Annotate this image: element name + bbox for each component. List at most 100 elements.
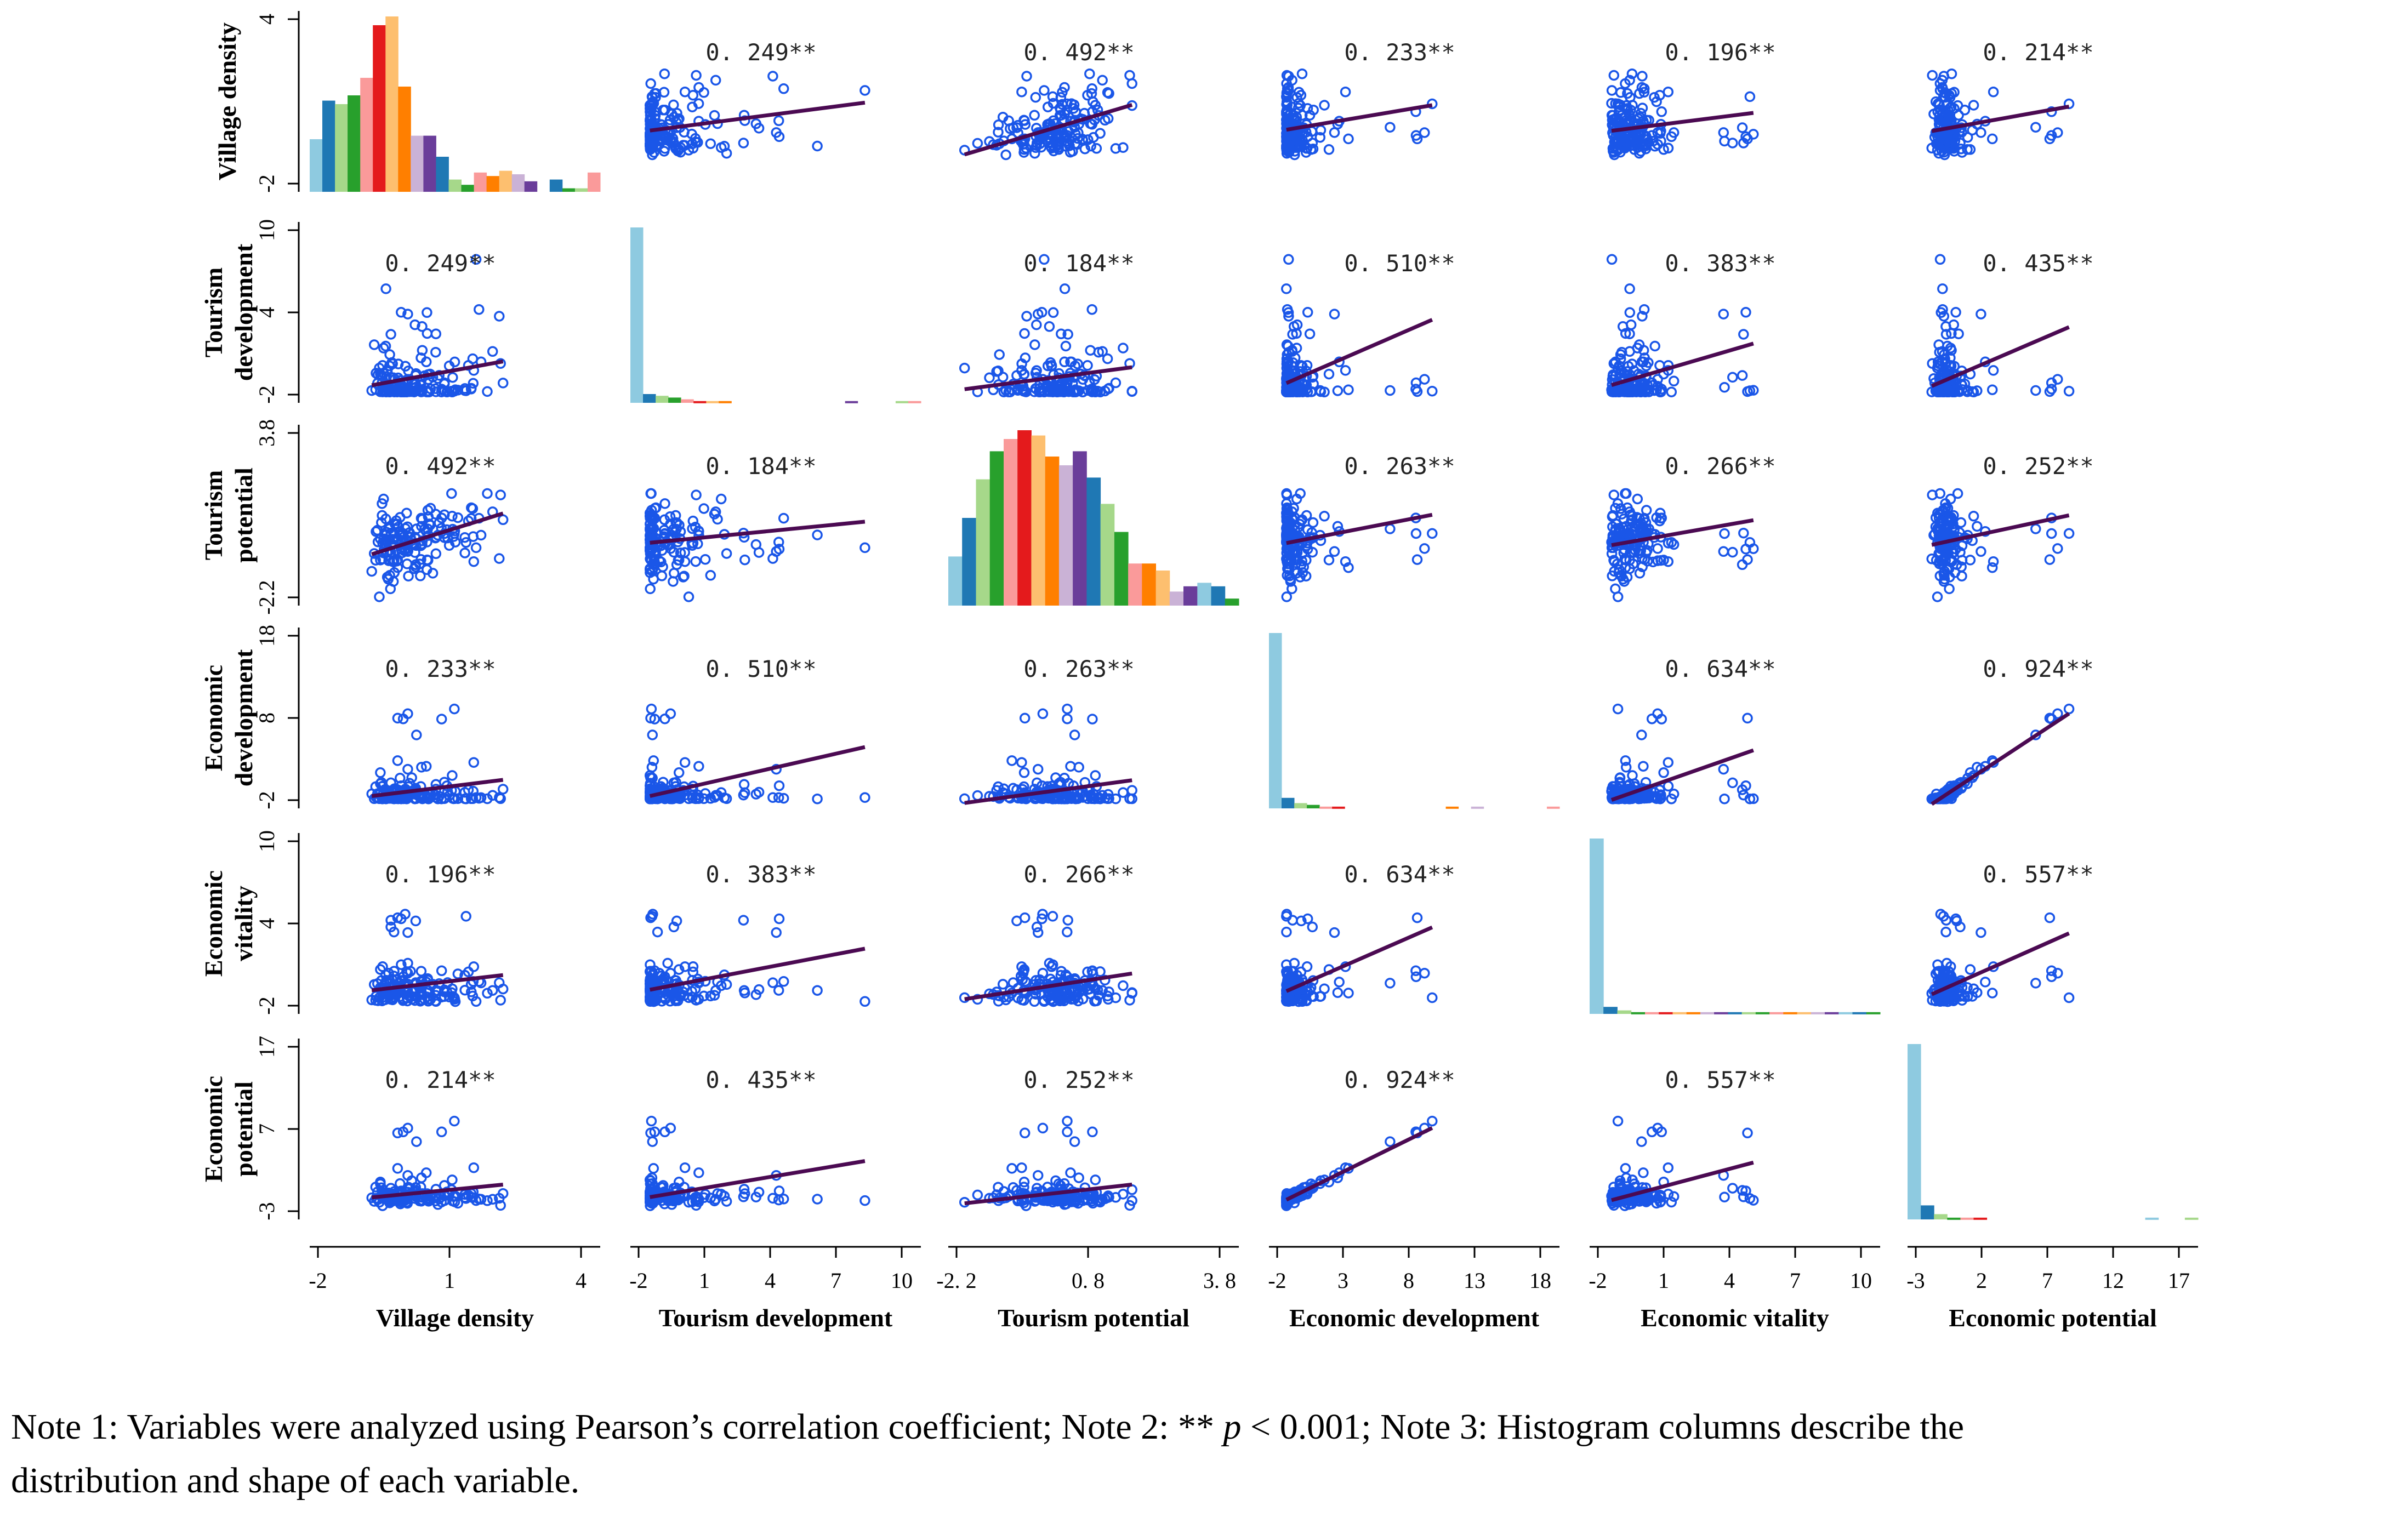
histogram-bar bbox=[1155, 571, 1170, 606]
data-point bbox=[753, 1187, 765, 1198]
correlation-label: 0. 557** bbox=[1665, 1067, 1775, 1093]
data-point bbox=[686, 985, 697, 997]
data-point bbox=[482, 488, 493, 499]
panel-r4-c1: 0. 383** bbox=[644, 861, 870, 1007]
data-point bbox=[1037, 913, 1048, 925]
data-point bbox=[497, 784, 509, 795]
data-point bbox=[1319, 983, 1330, 994]
data-point bbox=[709, 990, 720, 1001]
data-point bbox=[1020, 352, 1031, 363]
regression-line bbox=[964, 103, 1133, 157]
panel-r3-c5: 0. 924** bbox=[1926, 655, 2094, 806]
correlation-label: 0. 184** bbox=[1023, 250, 1134, 277]
histogram-bar bbox=[668, 397, 681, 403]
data-point bbox=[1102, 1192, 1113, 1204]
panel-r4-c0: 0. 196** bbox=[366, 861, 509, 1007]
data-point bbox=[675, 146, 686, 158]
data-point bbox=[405, 966, 416, 977]
data-point bbox=[1668, 1191, 1680, 1202]
data-point bbox=[1296, 386, 1308, 397]
data-point bbox=[1283, 526, 1295, 537]
regression-line bbox=[1285, 318, 1433, 385]
data-point bbox=[1039, 995, 1050, 1006]
regression-line bbox=[964, 1182, 1132, 1206]
data-point bbox=[1282, 985, 1293, 996]
data-point bbox=[753, 123, 765, 134]
y-tick-label: -2 bbox=[254, 174, 279, 192]
data-point bbox=[1742, 1127, 1753, 1139]
data-point bbox=[1062, 926, 1073, 938]
data-point bbox=[1283, 311, 1294, 322]
data-point bbox=[659, 498, 670, 509]
data-point bbox=[659, 713, 670, 725]
data-point bbox=[422, 328, 433, 339]
correlation-label: 0. 492** bbox=[1023, 39, 1134, 66]
data-point bbox=[773, 115, 784, 127]
data-point bbox=[1952, 100, 1963, 111]
data-point bbox=[1057, 127, 1068, 138]
data-point bbox=[1102, 353, 1113, 364]
data-point bbox=[1019, 328, 1030, 339]
data-point bbox=[1950, 307, 1961, 318]
histogram-bar bbox=[474, 172, 487, 192]
data-point bbox=[1385, 523, 1396, 534]
data-point bbox=[1938, 576, 1950, 587]
data-point bbox=[1060, 340, 1072, 352]
data-point bbox=[1953, 328, 1964, 339]
data-point bbox=[422, 307, 432, 318]
data-point bbox=[1410, 965, 1421, 977]
data-point bbox=[1283, 140, 1295, 151]
data-point bbox=[423, 511, 434, 522]
data-point bbox=[1281, 591, 1293, 602]
data-point bbox=[1634, 568, 1646, 579]
data-point bbox=[998, 783, 1010, 795]
data-point bbox=[1608, 70, 1620, 81]
data-point bbox=[1737, 122, 1748, 133]
data-point bbox=[1065, 761, 1076, 772]
data-point bbox=[391, 385, 402, 396]
data-point bbox=[1070, 386, 1081, 397]
data-point bbox=[972, 1189, 983, 1201]
regression-line bbox=[1610, 748, 1754, 802]
data-point bbox=[1018, 369, 1029, 380]
data-point bbox=[382, 537, 392, 548]
data-point bbox=[1955, 517, 1967, 528]
data-point bbox=[859, 542, 870, 554]
data-point bbox=[1086, 83, 1097, 94]
data-point bbox=[1427, 528, 1438, 539]
data-point bbox=[1744, 537, 1756, 548]
data-point bbox=[1626, 515, 1637, 526]
data-point bbox=[1059, 283, 1071, 294]
data-point bbox=[409, 319, 420, 330]
data-point bbox=[1064, 146, 1076, 158]
data-point bbox=[1020, 976, 1031, 987]
histogram-bar bbox=[360, 78, 373, 192]
data-point bbox=[1610, 583, 1621, 595]
data-point bbox=[699, 554, 711, 565]
panel-r4-c2: 0. 266** bbox=[959, 861, 1137, 1007]
data-point bbox=[1619, 136, 1630, 147]
histogram-bar bbox=[588, 172, 601, 192]
data-point bbox=[1031, 777, 1043, 789]
data-point bbox=[1606, 548, 1618, 560]
data-point bbox=[1305, 982, 1317, 993]
data-point bbox=[673, 555, 684, 566]
data-point bbox=[467, 353, 479, 364]
data-point bbox=[392, 1163, 403, 1174]
data-point bbox=[721, 1196, 732, 1207]
data-point bbox=[396, 959, 407, 970]
data-point bbox=[378, 493, 389, 505]
data-point bbox=[1649, 340, 1660, 352]
data-point bbox=[1663, 556, 1674, 567]
data-point bbox=[1638, 304, 1650, 315]
data-point bbox=[1006, 755, 1017, 766]
data-point bbox=[1032, 927, 1044, 938]
data-point bbox=[1944, 583, 1955, 595]
data-point bbox=[1043, 1195, 1054, 1206]
data-point bbox=[1029, 386, 1040, 397]
data-point bbox=[1656, 1126, 1667, 1138]
histogram-bar bbox=[499, 170, 513, 192]
data-point bbox=[1126, 785, 1137, 796]
data-point bbox=[1615, 146, 1626, 158]
data-point bbox=[1740, 131, 1751, 142]
